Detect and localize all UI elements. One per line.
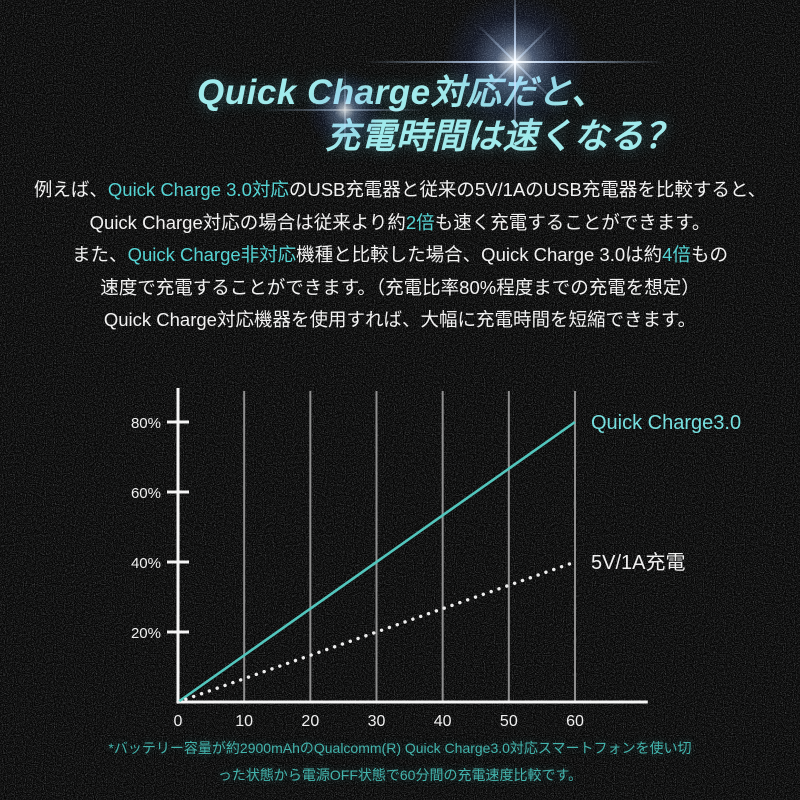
footnote-line-1: *バッテリー容量が約2900mAhのQualcomm(R) Quick Char… — [108, 740, 692, 756]
x-tick-label-20: 20 — [301, 713, 319, 730]
y-tick-label-20: 20% — [131, 625, 161, 642]
x-tick-label-10: 10 — [235, 713, 253, 730]
x-tick-label-60: 60 — [566, 713, 584, 730]
footnote-line-2: った状態から電源OFF状態で60分間の充電速度比較です。 — [217, 767, 583, 783]
y-tick-label-40: 40% — [131, 555, 161, 572]
series-label-2: 5V/1A充電 — [591, 551, 685, 574]
x-tick-label-40: 40 — [434, 713, 452, 730]
y-tick-label-80: 80% — [131, 415, 161, 432]
x-tick-label-0: 0 — [174, 713, 183, 730]
y-tick-label-60: 60% — [131, 485, 161, 502]
series-label-1: Quick Charge3.0 — [591, 412, 741, 434]
footnote: *バッテリー容量が約2900mAhのQualcomm(R) Quick Char… — [0, 735, 800, 789]
x-tick-label-30: 30 — [368, 713, 386, 730]
x-tick-label-50: 50 — [500, 713, 518, 730]
